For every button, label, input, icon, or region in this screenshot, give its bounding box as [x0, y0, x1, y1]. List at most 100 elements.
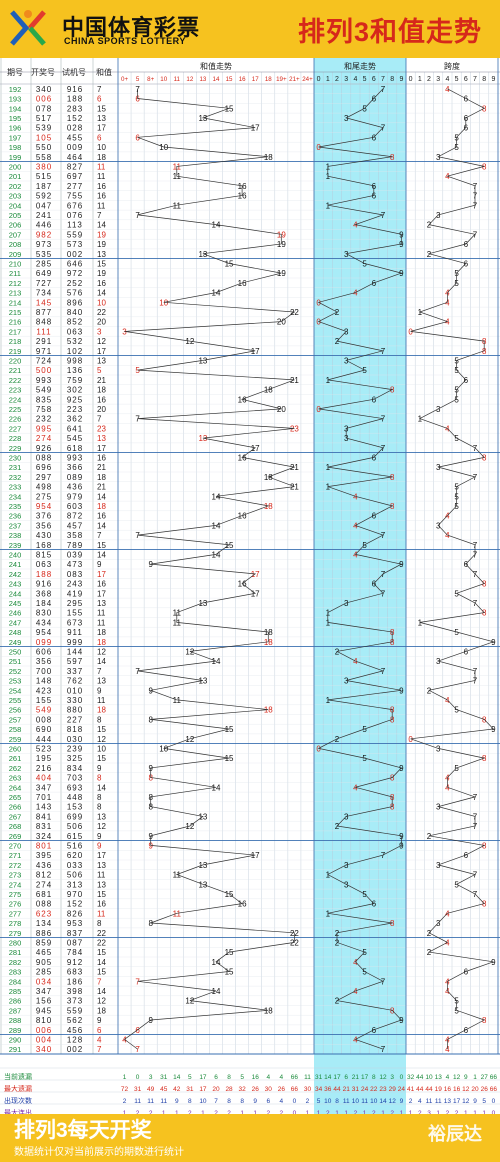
row-test-number: 128 — [67, 1035, 83, 1044]
tail-point: 7 — [381, 531, 386, 540]
stat-sum-value: 2 — [280, 1110, 284, 1117]
row-issue: 200 — [9, 162, 22, 171]
tail-point: 3 — [344, 599, 349, 608]
tail-series-line — [317, 88, 403, 1050]
row-draw-number: 376 — [36, 512, 52, 521]
sum-tick-label: 0+ — [121, 76, 128, 83]
tail-point: 7 — [381, 667, 386, 676]
stat-sum-value: 2 — [306, 1098, 310, 1105]
span-point: 8 — [482, 453, 487, 462]
row-test-number: 562 — [67, 1016, 83, 1025]
row-draw-number: 696 — [36, 463, 52, 472]
row-test-number: 366 — [67, 463, 83, 472]
span-point: 7 — [473, 871, 478, 880]
tail-point: 0 — [316, 318, 321, 327]
row-issue: 246 — [9, 609, 22, 618]
tail-tick-label: 5 — [363, 76, 367, 83]
row-test-number: 283 — [67, 104, 83, 113]
row-issue: 231 — [9, 463, 22, 472]
row-draw-number: 623 — [36, 909, 52, 918]
row-draw-number: 275 — [36, 492, 52, 501]
stat-tail-value: 2 — [354, 1110, 358, 1117]
span-point: 8 — [482, 580, 487, 589]
span-tick-label: 5 — [455, 76, 459, 83]
row-draw-number: 188 — [36, 570, 52, 579]
row-draw-number: 724 — [36, 356, 52, 365]
tail-point: 7 — [381, 347, 386, 356]
row-issue: 222 — [9, 376, 22, 385]
row-issue: 286 — [9, 997, 22, 1006]
sum-point: 7 — [135, 211, 140, 220]
row-issue: 278 — [9, 919, 22, 928]
row-draw-number: 148 — [36, 677, 52, 686]
row-test-number: 039 — [67, 550, 83, 559]
tail-point: 5 — [362, 104, 367, 113]
row-issue: 282 — [9, 958, 22, 967]
row-issue: 204 — [9, 201, 22, 210]
sum-point: 13 — [198, 114, 207, 123]
stat-sum-value: 4 — [280, 1098, 284, 1105]
row-test-number: 419 — [67, 589, 83, 598]
sum-tick-label: 15 — [226, 76, 233, 83]
stat-span-value: 1 — [409, 1110, 413, 1117]
row-test-number: 837 — [67, 929, 83, 938]
row-draw-number: 274 — [36, 880, 52, 889]
stat-tail-value: 31 — [315, 1074, 323, 1081]
sum-point: 17 — [251, 444, 260, 453]
sum-point: 18 — [264, 706, 273, 715]
tail-point: 2 — [335, 735, 340, 744]
row-sum: 7 — [97, 85, 102, 94]
stat-tail-value: 10 — [352, 1098, 360, 1105]
span-tick-label: 0 — [409, 76, 413, 83]
row-sum: 7 — [97, 667, 102, 676]
sum-tick-label: 13 — [199, 76, 206, 83]
logo-en-text: CHINA SPORTS LOTTERY — [64, 36, 186, 46]
sum-point: 16 — [238, 453, 247, 462]
tail-point: 6 — [372, 1026, 377, 1035]
stat-sum-value: 0 — [136, 1074, 140, 1081]
stat-tail-value: 31 — [352, 1086, 360, 1093]
row-test-number: 673 — [67, 618, 83, 627]
row-test-number: 789 — [67, 541, 83, 550]
row-test-number: 840 — [67, 308, 83, 317]
row-draw-number: 291 — [36, 337, 52, 346]
span-point: 9 — [491, 725, 496, 734]
row-issue: 236 — [9, 512, 22, 521]
row-draw-number: 801 — [36, 841, 52, 850]
row-test-number: 083 — [67, 570, 83, 579]
stat-span-value: 11 — [426, 1098, 433, 1105]
tail-point: 2 — [335, 337, 340, 346]
row-sum: 16 — [97, 182, 106, 191]
sum-tick-label: 11 — [174, 76, 181, 83]
row-test-number: 641 — [67, 424, 83, 433]
row-draw-number: 550 — [36, 143, 52, 152]
stat-sum-value: 8 — [240, 1098, 244, 1105]
tail-point: 5 — [362, 948, 367, 957]
row-sum: 13 — [97, 677, 106, 686]
row-issue: 215 — [9, 308, 22, 317]
row-issue: 193 — [9, 95, 22, 104]
stat-span-value: 12 — [462, 1086, 470, 1093]
row-test-number: 337 — [67, 667, 83, 676]
stat-sum-value: 11 — [147, 1098, 154, 1105]
row-sum: 9 — [97, 560, 102, 569]
sum-point: 15 — [225, 104, 234, 113]
stat-sum-value: 11 — [160, 1098, 167, 1105]
row-sum: 8 — [97, 793, 102, 802]
stat-sum-value: 8 — [188, 1098, 192, 1105]
sum-point: 13 — [198, 861, 207, 870]
span-point: 3 — [436, 463, 441, 472]
row-draw-number: 523 — [36, 744, 52, 753]
row-sum: 7 — [97, 531, 102, 540]
tail-tick-label: 3 — [344, 76, 348, 83]
row-test-number: 925 — [67, 395, 83, 404]
stat-sum-value: 31 — [160, 1074, 168, 1081]
row-issue: 232 — [9, 473, 22, 482]
tail-tick-label: 7 — [381, 76, 385, 83]
sum-point: 18 — [264, 153, 273, 162]
row-draw-number: 099 — [36, 638, 52, 647]
tail-tick-label: 1 — [326, 76, 330, 83]
tail-point: 3 — [344, 114, 349, 123]
row-test-number: 834 — [67, 764, 83, 773]
row-draw-number: 145 — [36, 298, 52, 307]
